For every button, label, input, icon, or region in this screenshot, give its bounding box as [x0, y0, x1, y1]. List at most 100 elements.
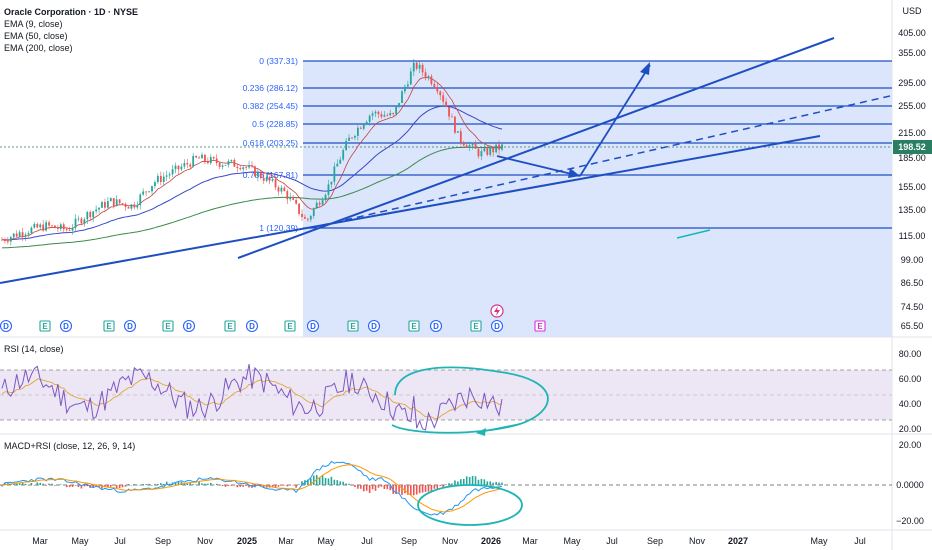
ema50-label[interactable]: EMA (50, close) — [4, 31, 68, 41]
candle-body — [439, 91, 442, 96]
last-price-text: 198.52 — [898, 142, 926, 152]
rsi-highlight-arrow — [479, 423, 521, 433]
candle-body — [274, 179, 277, 188]
candle-body — [254, 166, 256, 177]
candle-body — [68, 230, 71, 232]
candle-body — [51, 225, 53, 227]
candle-body — [62, 224, 65, 230]
dividend-event-icon[interactable]: D — [59, 319, 73, 333]
time-tick-label: Nov — [442, 536, 459, 546]
macd-hist-bar — [301, 481, 303, 485]
macd-hist-bar — [398, 485, 400, 493]
time-tick-label: Nov — [197, 536, 214, 546]
macd-hist-bar — [45, 485, 47, 486]
macd-hist-bar — [80, 485, 83, 489]
candle-body — [180, 166, 183, 170]
candle-body — [162, 176, 165, 182]
trendline-lower — [0, 135, 821, 284]
dividend-event-icon[interactable]: D — [123, 319, 137, 333]
price-tick-label: 115.00 — [899, 231, 926, 241]
candle-body — [36, 223, 39, 228]
macd-hist-bar — [210, 482, 212, 485]
macd-hist-bar — [224, 485, 227, 487]
candle-body — [392, 112, 395, 114]
flash-icon[interactable] — [490, 304, 504, 318]
price-tick-label: 355.00 — [898, 48, 926, 58]
earnings-event-icon[interactable]: E — [224, 320, 236, 332]
macd-hist-bar — [18, 483, 21, 485]
macd-hist-bar — [283, 485, 286, 486]
earnings-event-icon[interactable]: E — [408, 320, 420, 332]
macd-hist-bar — [451, 483, 453, 485]
candle-body — [65, 229, 68, 231]
macd-hist-bar — [277, 485, 280, 487]
macd-hist-bar — [501, 482, 503, 485]
macd-hist-bar — [357, 485, 359, 489]
candle-body — [21, 232, 24, 237]
candle-body — [286, 191, 289, 200]
macd-hist-bar — [436, 485, 439, 489]
price-tick-label: 155.00 — [898, 182, 926, 192]
candle-body — [121, 203, 124, 204]
earnings-event-icon[interactable]: E — [284, 320, 296, 332]
macd-highlight-ellipse[interactable] — [417, 484, 523, 526]
earnings-event-icon[interactable]: E — [39, 320, 51, 332]
last-price-badge — [893, 140, 932, 154]
macd-hist-bar — [112, 485, 115, 486]
macd-hist-bar — [151, 485, 153, 486]
projection-area — [303, 61, 892, 337]
candle-body — [442, 95, 445, 102]
time-tick-label: May — [317, 536, 335, 546]
earnings-event-icon[interactable]: E — [103, 320, 115, 332]
macd-hist-bar — [377, 485, 380, 488]
macd-hist-bar — [454, 480, 456, 485]
dividend-event-icon[interactable]: D — [490, 319, 504, 333]
earnings-event-icon[interactable]: E — [534, 320, 546, 332]
candle-body — [456, 131, 459, 133]
dividend-event-icon[interactable]: D — [182, 319, 196, 333]
rsi-highlight-ellipse[interactable] — [391, 366, 549, 434]
candle-body — [345, 140, 348, 151]
candle-body — [118, 199, 121, 204]
candle-body — [383, 115, 386, 117]
event-letter: D — [310, 322, 316, 331]
time-tick-label: Mar — [522, 536, 538, 546]
dividend-event-icon[interactable]: D — [429, 319, 443, 333]
rsi-tick-label: 60.00 — [899, 374, 922, 384]
dividend-event-icon[interactable]: D — [306, 319, 320, 333]
earnings-event-icon[interactable]: E — [470, 320, 482, 332]
macd-hist-bar — [62, 484, 65, 486]
dividend-event-icon[interactable]: D — [245, 319, 259, 333]
candle-body — [92, 211, 95, 218]
candle-body — [356, 127, 359, 136]
macd-hist-bar — [127, 484, 130, 485]
candle-body — [248, 165, 250, 168]
macd-hist-bar — [186, 482, 189, 485]
macd-hist-bar — [383, 485, 386, 490]
macd-hist-bar — [421, 485, 424, 493]
candle-body — [495, 144, 498, 153]
candle-body — [404, 86, 406, 92]
candle-body — [342, 150, 345, 160]
trend-lines[interactable] — [0, 37, 891, 284]
macd-hist-bar — [395, 485, 397, 495]
time-tick-label: Nov — [689, 536, 706, 546]
earnings-event-icon[interactable]: E — [347, 320, 359, 332]
dividend-event-icon[interactable]: D — [0, 319, 13, 333]
fib-lines[interactable] — [303, 60, 892, 229]
macd-hist-bar — [389, 485, 392, 491]
macd-hist-bar — [98, 485, 100, 487]
earnings-event-icon[interactable]: E — [162, 320, 174, 332]
rsi-label[interactable]: RSI (14, close) — [4, 344, 64, 354]
ema200-label[interactable]: EMA (200, close) — [4, 43, 73, 53]
macd-hist-bar — [339, 481, 342, 485]
macd-label[interactable]: MACD+RSI (close, 12, 26, 9, 14) — [4, 441, 136, 451]
candle-body — [480, 151, 483, 157]
macd-hist-bar — [354, 485, 356, 487]
ema9-label[interactable]: EMA (9, close) — [4, 19, 63, 29]
candle-body — [98, 207, 100, 210]
dividend-event-icon[interactable]: D — [367, 319, 381, 333]
macd-hist-bar — [198, 481, 200, 485]
time-tick-label: Sep — [647, 536, 663, 546]
